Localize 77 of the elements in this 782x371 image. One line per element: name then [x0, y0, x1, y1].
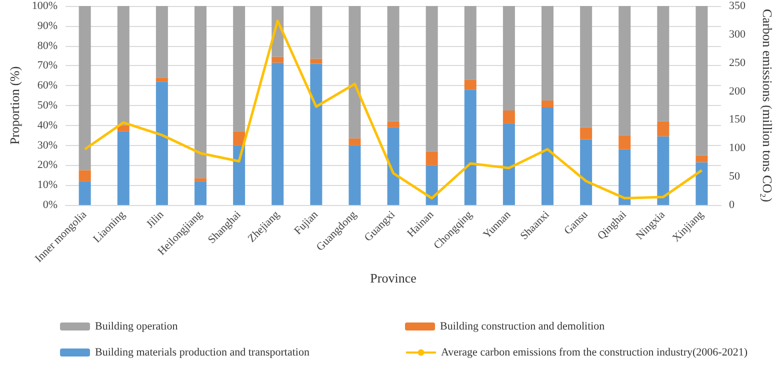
legend-label: Average carbon emissions from the construction industry(2006-2021) — [441, 346, 748, 358]
bar — [78, 6, 91, 170]
bar — [78, 170, 91, 182]
bar — [387, 6, 400, 122]
bar — [194, 181, 207, 205]
bar — [310, 64, 322, 205]
y2-tick-label: 100 — [729, 142, 746, 154]
bar — [696, 162, 708, 205]
y-tick-label: 100% — [32, 0, 58, 12]
y-tick-label: 30% — [37, 139, 58, 152]
bar — [464, 80, 476, 90]
y2-tick-label: 200 — [729, 85, 746, 98]
bar — [387, 121, 400, 128]
bar — [156, 78, 168, 82]
y2-tick-label: 150 — [729, 114, 746, 126]
bar — [310, 58, 322, 64]
bar — [502, 123, 515, 205]
bar — [657, 121, 670, 136]
y2-axis-title: Carbon emissions (million tons CO₂) — [760, 8, 775, 202]
x-axis-title: Province — [370, 270, 417, 286]
bar — [696, 6, 708, 156]
bar — [348, 6, 361, 138]
bar — [233, 131, 246, 146]
y-tick-label: 80% — [37, 40, 58, 52]
bar — [233, 145, 246, 205]
bar — [580, 139, 592, 205]
bar — [387, 127, 400, 205]
bar — [117, 125, 130, 132]
bar — [502, 110, 515, 124]
y2-tick-label: 300 — [729, 28, 746, 40]
y-tick-label: 50% — [37, 100, 58, 112]
bar — [117, 6, 130, 126]
y-tick-label: 90% — [37, 20, 58, 32]
bar — [464, 90, 476, 205]
bar — [426, 151, 438, 166]
bar — [156, 82, 168, 205]
y-tick-label: 10% — [37, 179, 58, 192]
y2-tick-label: 250 — [729, 56, 746, 69]
legend-label: Building operation — [95, 320, 178, 332]
bar — [696, 155, 708, 162]
y2-tick-label: 350 — [729, 0, 746, 12]
y-tick-label: 20% — [37, 159, 58, 172]
legend-label: Building materials production and transportation — [95, 346, 310, 358]
legend-label: Building construction and demolition — [440, 320, 606, 332]
y-tick-label: 40% — [37, 119, 58, 132]
y-tick-label: 60% — [37, 80, 58, 92]
bar — [310, 6, 322, 59]
bar — [194, 178, 207, 182]
y2-tick-label: 50 — [729, 170, 740, 183]
bar — [272, 56, 284, 63]
y2-tick-label: 0 — [729, 199, 735, 211]
bar — [233, 6, 246, 132]
bar — [542, 107, 554, 205]
bar — [618, 135, 631, 150]
line-series — [84, 20, 703, 200]
bar — [272, 62, 284, 205]
bar — [618, 149, 631, 205]
bar — [426, 165, 438, 205]
bar — [580, 127, 592, 140]
bar — [117, 131, 130, 205]
bar — [426, 6, 438, 152]
bar — [542, 100, 554, 108]
bar — [156, 6, 168, 78]
bar — [348, 145, 361, 205]
y-tick-label: 70% — [37, 60, 58, 72]
bar — [194, 6, 207, 178]
y-tick-label: 0% — [42, 199, 58, 211]
bar — [464, 6, 476, 80]
bar — [542, 6, 554, 101]
bar — [348, 138, 361, 146]
bar — [657, 136, 670, 205]
y-axis-title: Proportion (%) — [7, 66, 22, 145]
bar — [657, 6, 670, 122]
bar — [78, 181, 91, 205]
bar — [580, 6, 592, 128]
bar — [618, 6, 631, 136]
bar — [502, 6, 515, 110]
